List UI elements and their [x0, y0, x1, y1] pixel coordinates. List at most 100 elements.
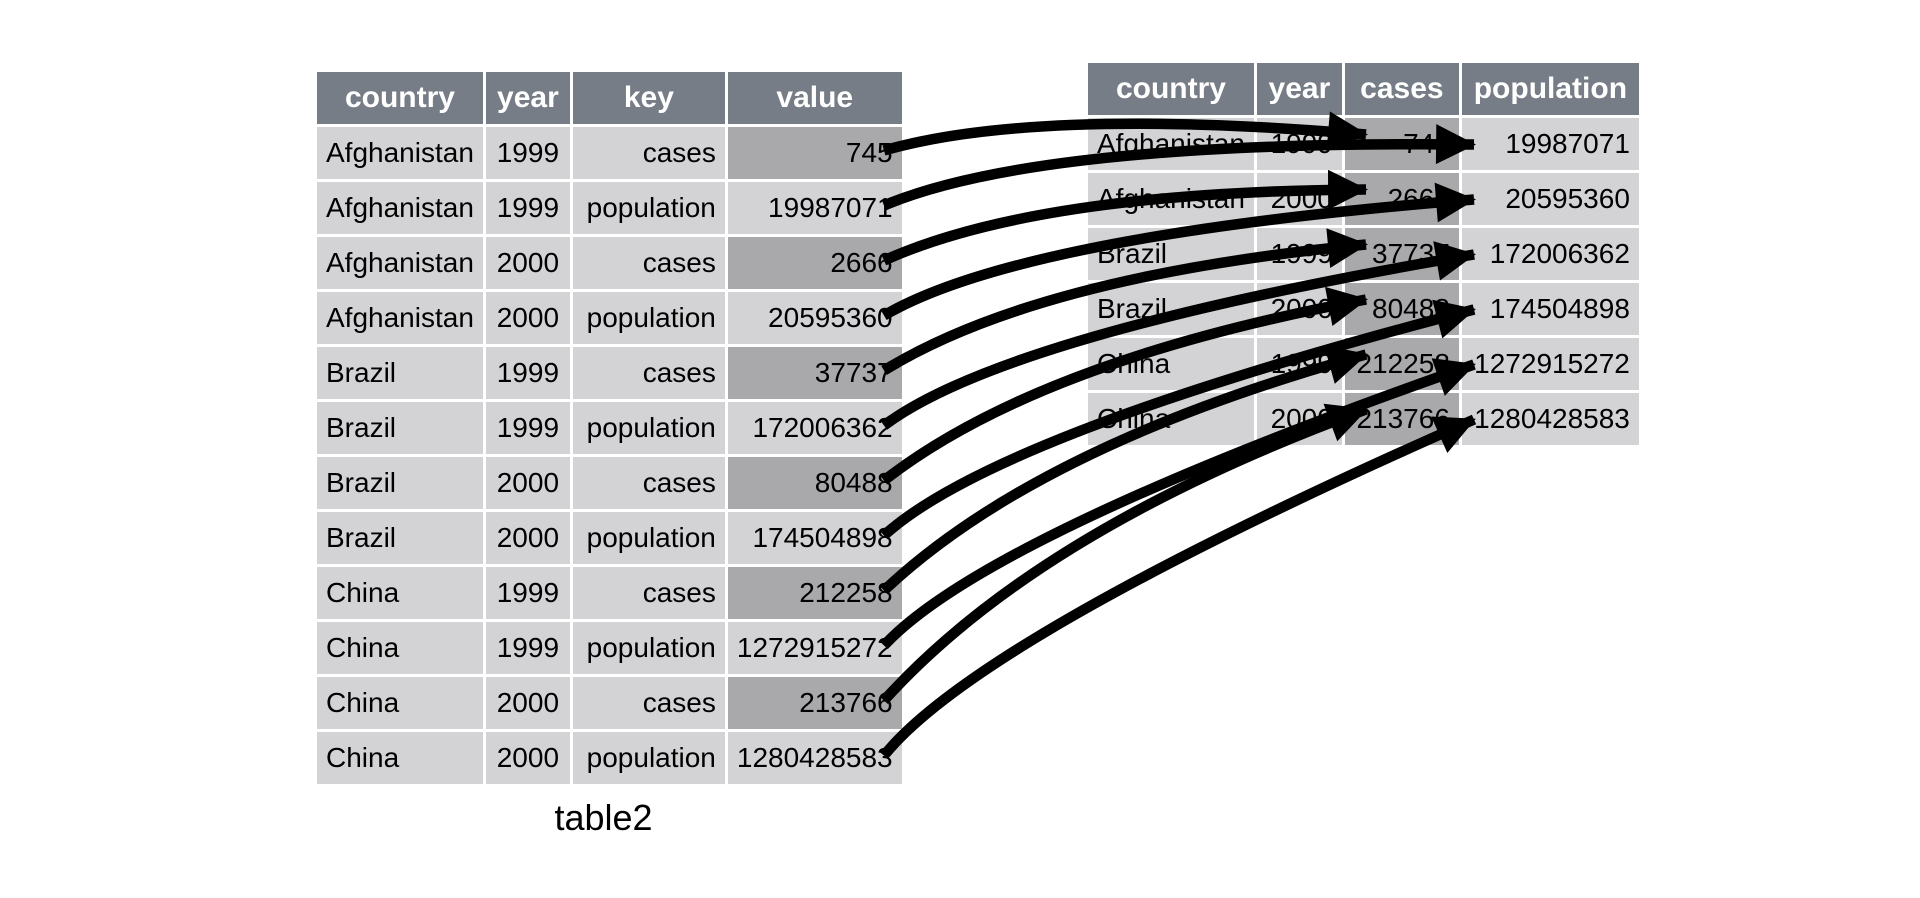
cell-year: 1999	[1256, 118, 1342, 170]
table-row: China 1999 212258 1272915272	[1088, 338, 1639, 390]
cell-key: cases	[572, 347, 725, 399]
cell-year: 2000	[1256, 393, 1342, 445]
table-row: Afghanistan 2000 population 20595360	[317, 292, 902, 344]
cell-key: population	[572, 732, 725, 784]
cell-population: 174504898	[1461, 283, 1639, 335]
right-header-population: population	[1461, 63, 1639, 115]
cell-year: 2000	[485, 677, 570, 729]
cell-country: Afghanistan	[1088, 173, 1254, 225]
cell-value: 212258	[727, 567, 902, 619]
cell-value: 172006362	[727, 402, 902, 454]
cell-year: 2000	[485, 732, 570, 784]
table-caption: table2	[554, 797, 653, 838]
cell-year: 1999	[1256, 338, 1342, 390]
cell-country: Afghanistan	[317, 237, 483, 289]
cell-value: 213766	[727, 677, 902, 729]
table-row: Afghanistan 2000 cases 2666	[317, 237, 902, 289]
cell-year: 2000	[1256, 173, 1342, 225]
cell-key: population	[572, 182, 725, 234]
cell-year: 2000	[485, 237, 570, 289]
cell-year: 1999	[485, 127, 570, 179]
table-row: China 2000 cases 213766	[317, 677, 902, 729]
cell-population: 172006362	[1461, 228, 1639, 280]
right-header-year: year	[1256, 63, 1342, 115]
left-header-key: key	[572, 72, 725, 124]
table-row: Brazil 1999 cases 37737	[317, 347, 902, 399]
cell-key: cases	[572, 457, 725, 509]
cell-country: China	[317, 732, 483, 784]
cell-key: cases	[572, 127, 725, 179]
cell-cases: 745	[1344, 118, 1459, 170]
cell-value: 80488	[727, 457, 902, 509]
table-row: Brazil 2000 cases 80488	[317, 457, 902, 509]
table-row: Brazil 2000 population 174504898	[317, 512, 902, 564]
cell-country: Brazil	[317, 512, 483, 564]
cell-value: 19987071	[727, 182, 902, 234]
cell-population: 1272915272	[1461, 338, 1639, 390]
cell-year: 1999	[485, 567, 570, 619]
cell-population: 19987071	[1461, 118, 1639, 170]
pivot-arrow	[880, 403, 1368, 705]
pivot-arrow	[879, 414, 1477, 759]
cell-cases: 213766	[1344, 393, 1459, 445]
cell-population: 20595360	[1461, 173, 1639, 225]
cell-cases: 212258	[1344, 338, 1459, 390]
cell-population: 1280428583	[1461, 393, 1639, 445]
table-row: Afghanistan 2000 2666 20595360	[1088, 173, 1639, 225]
cell-country: Afghanistan	[317, 182, 483, 234]
left-header-country: country	[317, 72, 483, 124]
table-row: Afghanistan 1999 745 19987071	[1088, 118, 1639, 170]
table-row: Afghanistan 1999 population 19987071	[317, 182, 902, 234]
cell-country: China	[317, 567, 483, 619]
table-row: China 1999 cases 212258	[317, 567, 902, 619]
cell-year: 2000	[485, 457, 570, 509]
cell-country: China	[1088, 393, 1254, 445]
cell-value: 1280428583	[727, 732, 902, 784]
cell-country: China	[317, 622, 483, 674]
cell-year: 1999	[485, 347, 570, 399]
cell-key: cases	[572, 677, 725, 729]
cell-value: 745	[727, 127, 902, 179]
cell-key: population	[572, 512, 725, 564]
right-header-country: country	[1088, 63, 1254, 115]
cell-country: Afghanistan	[317, 127, 483, 179]
right-header-row: country year cases population	[1088, 63, 1639, 115]
left-header-row: country year key value	[317, 72, 902, 124]
table-row: China 2000 population 1280428583	[317, 732, 902, 784]
right-header-cases: cases	[1344, 63, 1459, 115]
right-table-body: Afghanistan 1999 745 19987071 Afghanistan 200…	[1088, 118, 1639, 445]
cell-year: 2000	[485, 292, 570, 344]
cell-value: 1272915272	[727, 622, 902, 674]
cell-country: Afghanistan	[317, 292, 483, 344]
left-header-year: year	[485, 72, 570, 124]
cell-year: 2000	[1256, 283, 1342, 335]
cell-cases: 80488	[1344, 283, 1459, 335]
cell-value: 20595360	[727, 292, 902, 344]
cell-country: China	[1088, 338, 1254, 390]
cell-year: 1999	[485, 402, 570, 454]
cell-year: 1999	[485, 622, 570, 674]
cell-value: 174504898	[727, 512, 902, 564]
cell-key: population	[572, 402, 725, 454]
table-row: China 2000 213766 1280428583	[1088, 393, 1639, 445]
cell-value: 37737	[727, 347, 902, 399]
table-row: Brazil 1999 population 172006362	[317, 402, 902, 454]
cell-key: cases	[572, 237, 725, 289]
cell-year: 1999	[1256, 228, 1342, 280]
table-row: Brazil 2000 80488 174504898	[1088, 283, 1639, 335]
table2-long-table: country year key value Afghanistan 1999 ca…	[314, 69, 905, 787]
cell-country: China	[317, 677, 483, 729]
pivoted-wide-table: country year cases population Afghanista…	[1085, 60, 1642, 448]
left-table-body: Afghanistan 1999 cases 745 Afghanistan 1999 po…	[317, 127, 902, 784]
table-row: Brazil 1999 37737 172006362	[1088, 228, 1639, 280]
cell-key: population	[572, 292, 725, 344]
cell-cases: 2666	[1344, 173, 1459, 225]
cell-country: Brazil	[317, 347, 483, 399]
cell-year: 2000	[485, 512, 570, 564]
cell-country: Brazil	[317, 402, 483, 454]
cell-country: Brazil	[317, 457, 483, 509]
cell-cases: 37737	[1344, 228, 1459, 280]
table-row: Afghanistan 1999 cases 745	[317, 127, 902, 179]
cell-key: population	[572, 622, 725, 674]
